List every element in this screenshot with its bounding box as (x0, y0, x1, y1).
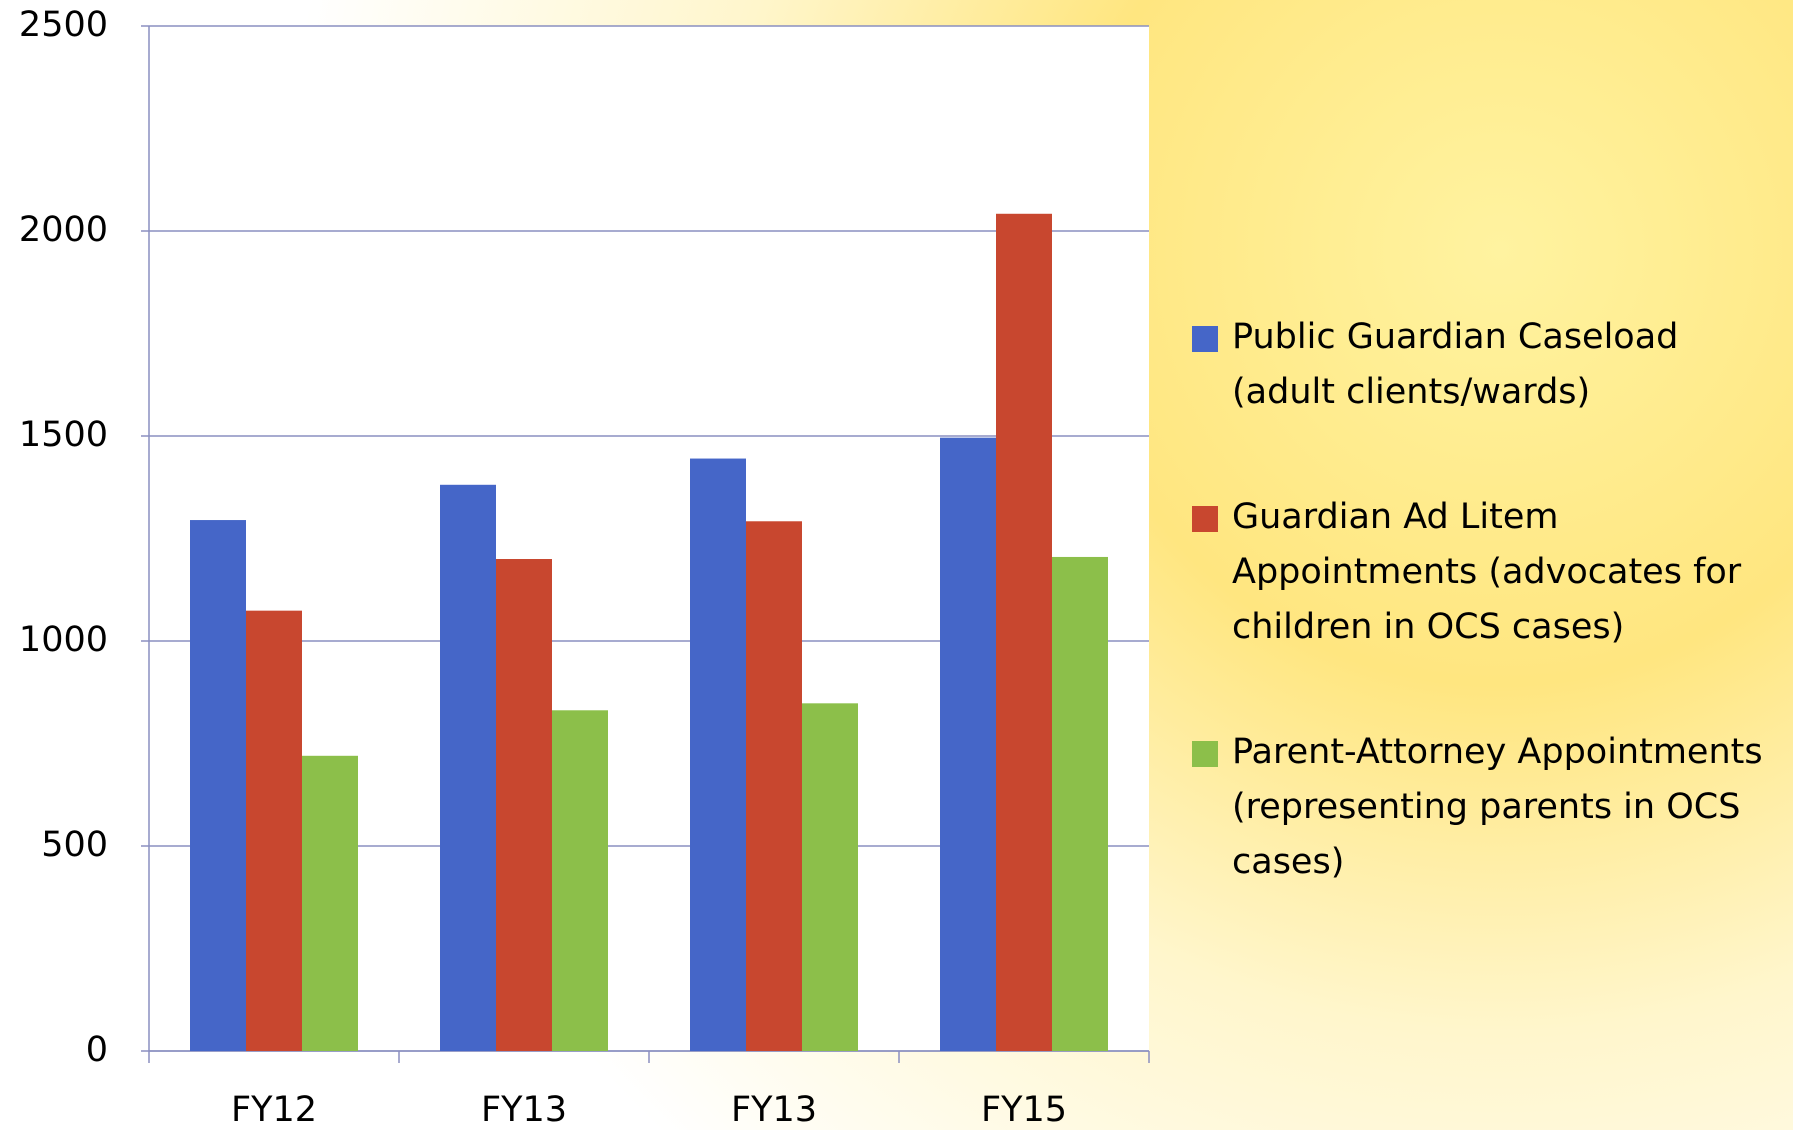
bar (246, 610, 302, 1051)
bar (1052, 556, 1108, 1051)
legend-label: Guardian Ad Litem Appointments (advocate… (1232, 497, 1742, 647)
legend-swatch (1192, 741, 1218, 767)
x-tick-label: FY13 (731, 1090, 817, 1130)
y-tick-label: 1000 (19, 620, 108, 660)
y-tick-label: 1500 (19, 415, 108, 455)
bar (996, 213, 1052, 1051)
y-tick-label: 500 (41, 825, 108, 865)
y-tick-label: 2000 (19, 210, 108, 250)
x-tick-label: FY15 (981, 1090, 1067, 1130)
legend-swatch (1192, 506, 1218, 532)
bar (746, 521, 802, 1051)
bar (690, 458, 746, 1051)
legend-item: Guardian Ad Litem Appointments (advocate… (1192, 490, 1782, 655)
legend-item: Public Guardian Caseload (adult clients/… (1192, 310, 1782, 420)
legend-swatch (1192, 326, 1218, 352)
y-tick-label: 2500 (19, 5, 108, 45)
bar (440, 484, 496, 1051)
bar (190, 520, 246, 1051)
legend: Public Guardian Caseload (adult clients/… (1192, 310, 1782, 960)
legend-label: Parent-Attorney Appointments (representi… (1232, 732, 1763, 882)
bar (940, 437, 996, 1051)
legend-item: Parent-Attorney Appointments (representi… (1192, 725, 1782, 890)
x-tick-label: FY12 (231, 1090, 317, 1130)
bar (302, 755, 358, 1051)
bar (802, 703, 858, 1051)
y-tick-label: 0 (86, 1030, 108, 1070)
legend-label: Public Guardian Caseload (adult clients/… (1232, 317, 1679, 412)
bar (552, 710, 608, 1051)
x-tick-label: FY13 (481, 1090, 567, 1130)
bar (496, 559, 552, 1051)
